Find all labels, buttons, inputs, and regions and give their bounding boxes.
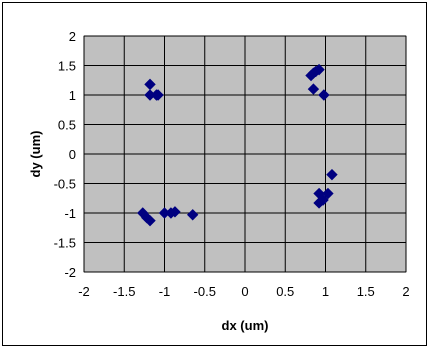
gridlines (83, 35, 407, 273)
y-tick-labels: -2 -1.5 -1 -0.5 0 0.5 1 1.5 2 (54, 29, 76, 280)
x-tick-label: 0.5 (276, 284, 294, 299)
y-tick-label: 0 (69, 147, 76, 162)
x-tick-label: -1 (159, 284, 171, 299)
y-tick-label: -2 (64, 265, 76, 280)
data-point (186, 209, 199, 221)
x-tick-label: 1.5 (357, 284, 375, 299)
x-tick-label: -2 (78, 284, 90, 299)
y-tick-label: 1.5 (58, 59, 76, 74)
x-tick-label: -1.5 (113, 284, 135, 299)
data-point (307, 83, 320, 95)
data-points (137, 63, 338, 227)
y-tick-label: -0.5 (54, 177, 76, 192)
data-point (318, 89, 330, 101)
x-tick-label: 0 (241, 284, 248, 299)
y-tick-label: 2 (69, 29, 76, 44)
y-tick-label: 0.5 (58, 118, 76, 133)
data-point (322, 187, 334, 200)
data-point (169, 206, 181, 218)
y-axis-title: dy (um) (28, 131, 43, 178)
x-tick-labels: -2 -1.5 -1 -0.5 0 0.5 1 1.5 2 (78, 284, 409, 299)
y-tick-label: -1.5 (54, 236, 76, 251)
y-tick-label: -1 (64, 206, 76, 221)
x-axis-title: dx (um) (222, 318, 269, 333)
data-point (144, 214, 156, 227)
x-tick-label: 1 (322, 284, 329, 299)
data-point (317, 194, 329, 206)
x-tick-label: 2 (402, 284, 409, 299)
data-point (326, 168, 338, 181)
data-point (152, 89, 164, 101)
data-point (313, 63, 325, 76)
y-tick-label: 1 (69, 88, 76, 103)
x-tick-label: -0.5 (194, 284, 216, 299)
